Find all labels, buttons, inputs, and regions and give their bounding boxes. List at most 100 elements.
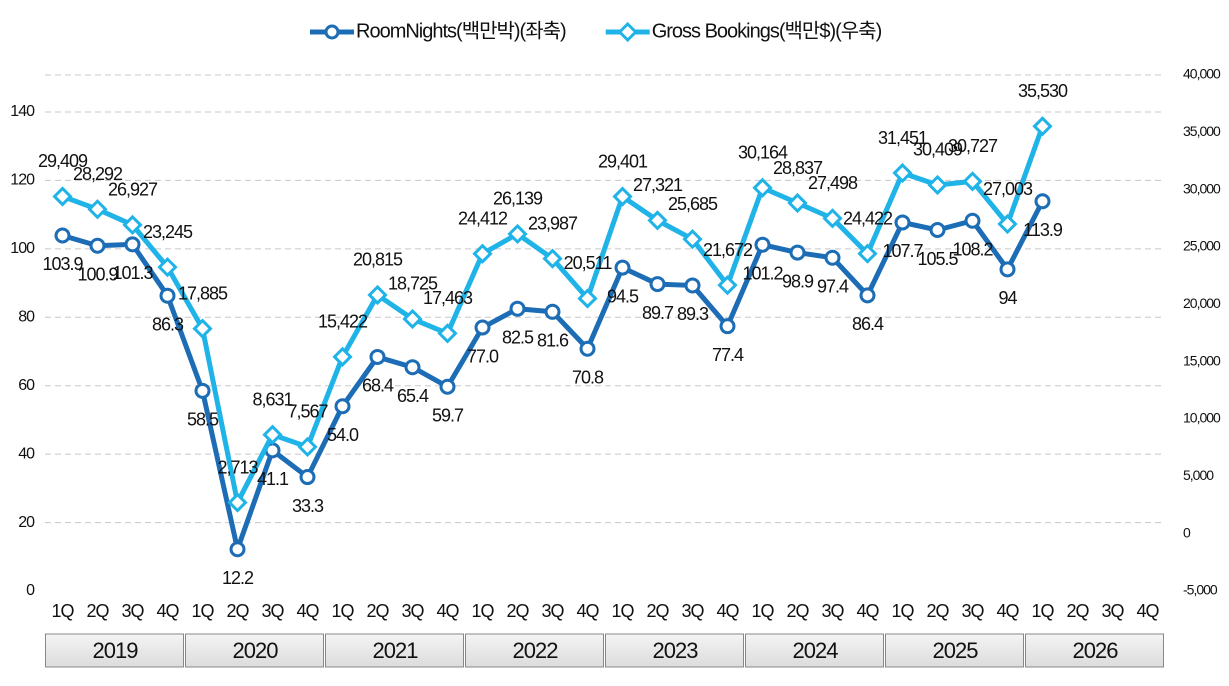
legend-label: RoomNights(백만박)(좌축) <box>356 19 566 42</box>
point-marker <box>262 424 283 445</box>
data-label: 29,409 <box>38 151 88 171</box>
data-label: 70.8 <box>572 367 604 387</box>
point-marker <box>822 208 843 229</box>
data-label: 20,511 <box>564 253 613 273</box>
y-tick-label: 120 <box>10 172 35 189</box>
point-marker <box>89 237 106 254</box>
x-tick-label: 2Q <box>226 601 249 621</box>
point-marker <box>857 243 878 264</box>
point-marker <box>509 300 526 317</box>
data-label: 31,451 <box>878 128 928 148</box>
y2-tick-label: 5,000 <box>1183 467 1214 483</box>
year-box <box>45 633 184 668</box>
point-marker <box>192 318 213 339</box>
y2-tick-label: 0 <box>1183 524 1191 540</box>
data-label: 30,409 <box>913 140 963 160</box>
x-tick-label: 3Q <box>401 601 424 621</box>
year-label: 2020 <box>233 638 279 663</box>
x-tick-label: 3Q <box>121 601 144 621</box>
point-marker <box>824 249 841 266</box>
point-marker <box>999 261 1016 278</box>
point-marker <box>87 199 108 220</box>
data-label: 24,412 <box>458 208 508 228</box>
data-label: 94.5 <box>607 286 639 306</box>
x-tick-label: 3Q <box>1101 601 1124 621</box>
x-tick-label: 1Q <box>891 601 914 621</box>
point-marker <box>194 382 211 399</box>
data-label: 89.3 <box>677 304 709 324</box>
point-marker <box>962 171 983 192</box>
data-label: 26,139 <box>493 189 543 209</box>
y2-tick-label: 40,000 <box>1183 66 1221 82</box>
x-tick-label: 4Q <box>1136 601 1159 621</box>
x-tick-label: 4Q <box>436 601 459 621</box>
data-label: 33.3 <box>292 496 324 516</box>
year-box <box>1025 633 1164 668</box>
x-tick-label: 2Q <box>786 601 809 621</box>
legend-marker <box>324 24 340 40</box>
point-marker <box>402 308 423 330</box>
data-label: 100.9 <box>77 264 118 284</box>
data-label: 107.7 <box>882 241 923 261</box>
data-label: 89.7 <box>642 303 674 323</box>
data-label: 21,672 <box>703 240 753 260</box>
y-tick-label: 0 <box>26 582 35 599</box>
point-marker <box>544 303 561 320</box>
data-label: 65.4 <box>397 386 429 406</box>
point-marker <box>682 229 703 250</box>
point-marker <box>754 236 771 253</box>
data-label: 28,292 <box>73 164 123 184</box>
y2-tick-label: 15,000 <box>1183 352 1221 368</box>
data-label: 68.4 <box>362 376 394 396</box>
data-label: 101.3 <box>112 263 153 283</box>
x-tick-label: 2Q <box>646 601 669 621</box>
x-tick-label: 3Q <box>261 601 284 621</box>
y-tick-label: 60 <box>18 377 35 394</box>
year-label: 2022 <box>513 638 559 663</box>
point-marker <box>579 340 596 357</box>
year-label: 2025 <box>933 638 979 663</box>
x-tick-label: 1Q <box>471 601 494 621</box>
data-label: 27,003 <box>983 179 1033 199</box>
year-label: 2024 <box>793 638 839 663</box>
data-label: 23,245 <box>143 222 193 242</box>
year-label: 2019 <box>93 638 139 663</box>
point-marker <box>964 212 981 229</box>
point-marker <box>472 243 493 264</box>
data-label: 12.2 <box>222 568 254 588</box>
x-tick-label: 4Q <box>296 601 319 621</box>
y-tick-label: 80 <box>18 308 35 325</box>
data-label: 17,885 <box>178 283 228 303</box>
point-marker <box>229 541 246 558</box>
y2-tick-label: 35,000 <box>1183 123 1221 139</box>
point-marker <box>299 469 316 486</box>
point-marker <box>929 222 946 239</box>
data-label: 98.9 <box>782 271 814 291</box>
data-label: 108.2 <box>952 240 993 260</box>
point-marker <box>1032 116 1053 137</box>
point-marker <box>614 259 631 276</box>
data-label: 113.9 <box>1023 220 1063 240</box>
x-tick-label: 3Q <box>961 601 984 621</box>
point-marker <box>612 186 633 207</box>
x-tick-label: 3Q <box>821 601 844 621</box>
point-marker <box>54 227 71 244</box>
point-marker <box>719 318 736 335</box>
data-label: 77.4 <box>712 345 744 365</box>
data-label: 30,164 <box>738 143 788 163</box>
year-box <box>605 633 744 668</box>
x-tick-label: 1Q <box>331 601 354 621</box>
x-tick-label: 1Q <box>611 601 634 621</box>
data-label: 27,498 <box>808 173 858 193</box>
y-tick-label: 100 <box>10 240 35 257</box>
x-tick-label: 1Q <box>191 601 214 621</box>
y2-tick-label: 10,000 <box>1183 410 1221 426</box>
data-label: 59.7 <box>432 405 464 425</box>
point-marker <box>577 288 598 309</box>
point-marker <box>332 346 353 367</box>
data-label: 28,837 <box>773 158 823 178</box>
point-marker <box>787 192 808 214</box>
y2-tick-label: 30,000 <box>1183 180 1221 196</box>
y-tick-label: 20 <box>18 514 35 531</box>
